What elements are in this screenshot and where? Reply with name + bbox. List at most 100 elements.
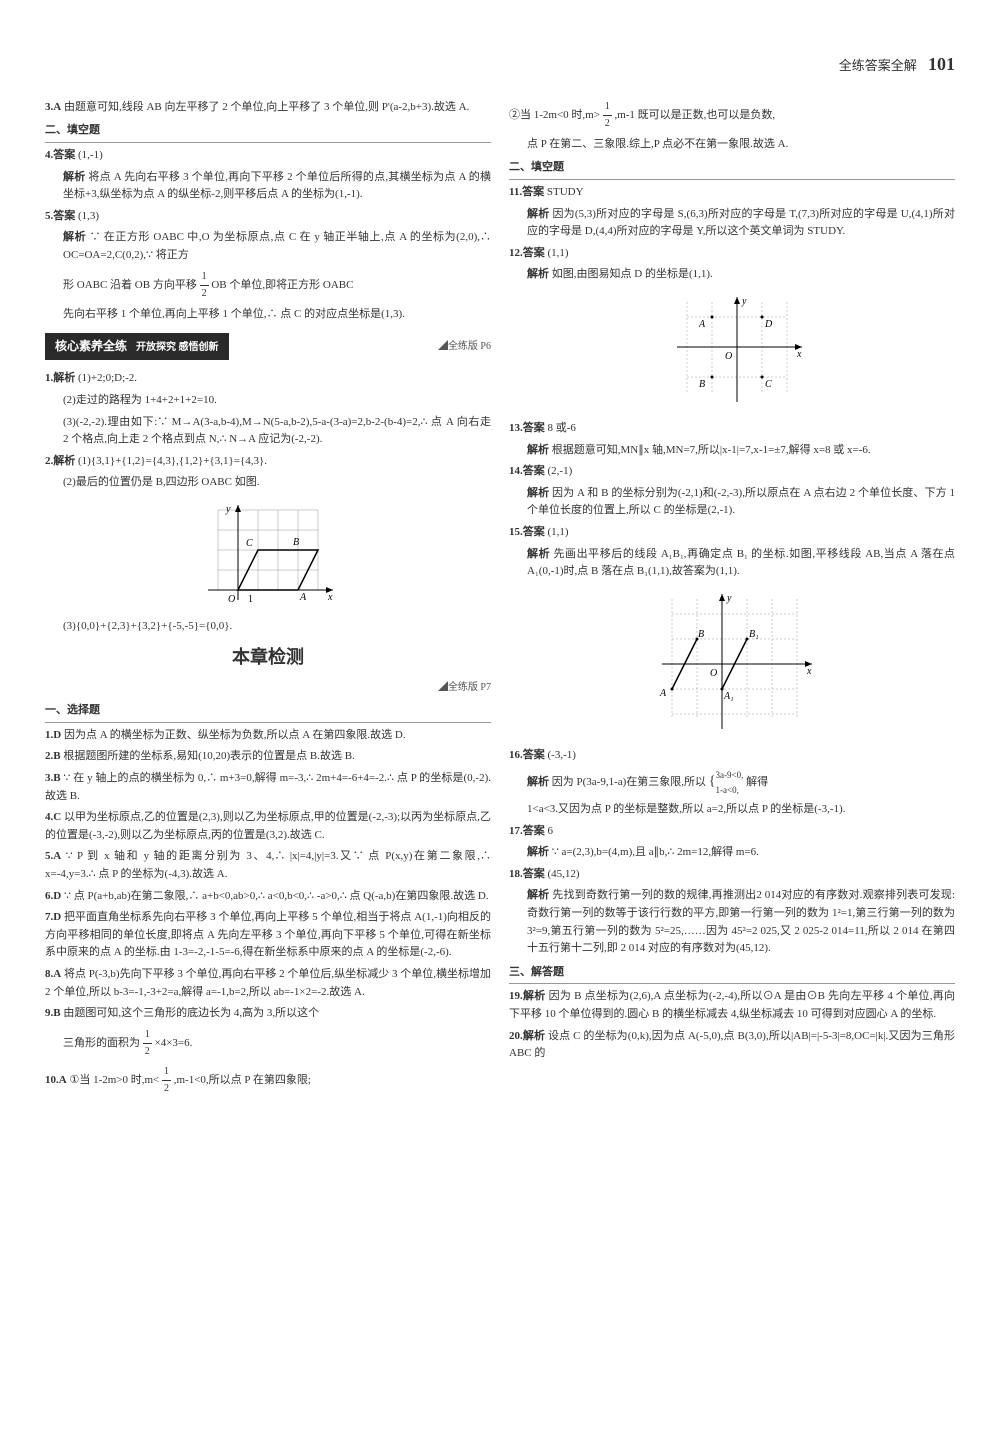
svg-text:O: O xyxy=(725,351,732,362)
main-columns: 3.A 由题意可知,线段 AB 向左平移了 2 个单位,向上平移了 3 个单位,… xyxy=(45,99,955,1101)
grid-svg-1: O 1 x y B C A xyxy=(198,500,338,610)
bq3: 3.B ∵ 在 y 轴上的点的横坐标为 0,∴ m+3=0,解得 m=-3,∴ … xyxy=(45,770,491,805)
diagram-grid-3: O x y A B A₁ B₁ xyxy=(509,589,955,739)
q5-num: 5.答案 xyxy=(45,210,75,222)
svg-text:y: y xyxy=(741,296,747,307)
svg-text:y: y xyxy=(225,504,231,515)
grid-svg-3: O x y A B A₁ B₁ xyxy=(642,589,822,739)
q3-num: 3.A xyxy=(45,101,61,113)
hx2-l1: (1){3,1}+{1,2}={4,3},{1,2}+{3,1}={4,3}. xyxy=(78,455,267,467)
q16-jx3: 1<a<3.又因为点 P 的坐标是整数,所以 a=2,所以点 P 的坐标是(-3… xyxy=(509,801,955,819)
q18-jx: 解析 先找到奇数行第一列的数的规律,再推测出2 014对应的有序数对.观察排列表… xyxy=(509,887,955,957)
q5-jiexi-label: 解析 xyxy=(63,231,86,243)
q3-text: 由题意可知,线段 AB 向左平移了 2 个单位,向上平移了 3 个单位,则 P'… xyxy=(64,101,469,113)
bq9: 9.B 由题图可知,这个三角形的底边长为 4,高为 3,所以这个 xyxy=(45,1005,491,1023)
q5-ans: (1,3) xyxy=(78,210,99,222)
q10b: ②当 1-2m<0 时,m> 12 ,m-1 既可以是正数,也可以是负数, xyxy=(509,99,955,132)
bq7: 7.D 把平面直角坐标系先向右平移 3 个单位,再向上平移 5 个单位,相当于将… xyxy=(45,909,491,962)
q19: 19.解析 因为 B 点坐标为(2,6),A 点坐标为(-2,-4),所以⊙A … xyxy=(509,988,955,1023)
q4-jiexi-label: 解析 xyxy=(63,171,85,183)
hx2-l2: (2)最后的位置仍是 B,四边形 OABC 如图. xyxy=(45,474,491,492)
hx1-l2: (2)走过的路程为 1+4+2+1+2=10. xyxy=(45,392,491,410)
chapter-title: 本章检测 xyxy=(45,643,491,672)
q5-jiexi: 解析 ∵ 在正方形 OABC 中,O 为坐标原点,点 C 在 y 轴正半轴上,点… xyxy=(45,229,491,264)
box-title: 核心素养全练 xyxy=(55,339,127,353)
fraction-half-1: 12 xyxy=(200,269,209,302)
bq1: 1.D 因为点 A 的横坐标为正数、纵坐标为负数,所以点 A 在第四象限.故选 … xyxy=(45,727,491,745)
right-column: ②当 1-2m<0 时,m> 12 ,m-1 既可以是正数,也可以是负数, 点 … xyxy=(509,99,955,1101)
bq5: 5.A ∵ P 到 x 轴和 y 轴的距离分别为 3、4,∴ |x|=4,|y|… xyxy=(45,848,491,883)
fraction-half-4: 12 xyxy=(603,99,612,132)
hx2: 2.解析 (1){3,1}+{1,2}={4,3},{1,2}+{3,1}={4… xyxy=(45,453,491,471)
q12: 12.答案 (1,1) xyxy=(509,245,955,263)
r-sec2: 二、填空题 xyxy=(509,159,955,180)
q18: 18.答案 (45,12) xyxy=(509,866,955,884)
svg-text:O: O xyxy=(228,594,235,605)
q5-jiexi-2: 形 OABC 沿着 OB 方向平移 xyxy=(63,279,197,291)
r-sec3: 三、解答题 xyxy=(509,964,955,985)
q13-jx: 解析 根据题意可知,MN∥x 轴,MN=7,所以|x-1|=7,x-1=±7,解… xyxy=(509,442,955,460)
box-subtitle: 开放探究 感悟创新 xyxy=(136,342,219,353)
q11: 11.答案 STUDY xyxy=(509,184,955,202)
q4-ans: (1,-1) xyxy=(78,149,103,161)
svg-text:A: A xyxy=(299,592,307,603)
svg-text:1: 1 xyxy=(248,594,253,605)
q11-jx: 解析 因为(5,3)所对应的字母是 S,(6,3)所对应的字母是 T,(7,3)… xyxy=(509,206,955,241)
q10b-3: 点 P 在第二、三象限.综上,P 点必不在第一象限.故选 A. xyxy=(509,136,955,154)
fraction-half-2: 12 xyxy=(143,1027,152,1060)
q17-jx: 解析 ∵ a=(2,3),b=(4,m),且 a∥b,∴ 2m=12,解得 m=… xyxy=(509,844,955,862)
q4: 4.答案 (1,-1) xyxy=(45,147,491,165)
q3: 3.A 由题意可知,线段 AB 向左平移了 2 个单位,向上平移了 3 个单位,… xyxy=(45,99,491,117)
bq2: 2.B 根据题图所建的坐标系,易知(10,20)表示的位置是点 B.故选 B. xyxy=(45,748,491,766)
brace-system: { xyxy=(709,774,716,789)
q20: 20.解析 设点 C 的坐标为(0,k),因为点 A(-5,0),点 B(3,0… xyxy=(509,1028,955,1063)
diagram-grid-1: O 1 x y B C A xyxy=(45,500,491,610)
q14-jx: 解析 因为 A 和 B 的坐标分别为(-2,1)和(-2,-3),所以原点在 A… xyxy=(509,485,955,520)
fraction-half-3: 12 xyxy=(162,1064,171,1097)
diagram-grid-2: O x y A D B C xyxy=(509,292,955,412)
svg-text:B₁: B₁ xyxy=(749,629,759,640)
svg-text:A: A xyxy=(659,688,667,699)
left-column: 3.A 由题意可知,线段 AB 向左平移了 2 个单位,向上平移了 3 个单位,… xyxy=(45,99,491,1101)
box-tag: ◢全练版 P6 xyxy=(438,339,491,355)
hx1: 1.解析 (1)+2;0;D;-2. xyxy=(45,370,491,388)
q5-jiexi-1: ∵ 在正方形 OABC 中,O 为坐标原点,点 C 在 y 轴正半轴上,点 A … xyxy=(63,231,491,261)
q16-jx: 解析 因为 P(3a-9,1-a)在第三象限,所以 {3a-9<0,1-a<0,… xyxy=(509,768,955,797)
header-title: 全练答案全解 xyxy=(839,58,917,73)
q15-jx: 解析 先画出平移后的线段 A₁B₁,再确定点 B₁ 的坐标.如图,平移线段 AB… xyxy=(509,546,955,581)
hx1-l3: (3)(-2,-2).理由如下:∵ M→A(3-a,b-4),M→N(5-a,b… xyxy=(45,414,491,449)
bq9-b: 三角形的面积为 12 ×4×3=6. xyxy=(45,1027,491,1060)
page-number: 101 xyxy=(928,54,955,74)
svg-text:B: B xyxy=(699,379,705,390)
hexin-box: 核心素养全练 开放探究 感悟创新 xyxy=(45,333,229,360)
svg-text:O: O xyxy=(710,668,717,679)
q14: 14.答案 (2,-1) xyxy=(509,463,955,481)
section-choice: 一、选择题 xyxy=(45,702,491,723)
bq6: 6.D ∵ 点 P(a+b,ab)在第二象限,∴ a+b<0,ab>0,∴ a<… xyxy=(45,888,491,906)
page-header: 全练答案全解 101 xyxy=(45,50,955,79)
hexin-box-line: 核心素养全练 开放探究 感悟创新 ◢全练版 P6 xyxy=(45,333,491,360)
svg-text:C: C xyxy=(246,538,253,549)
hx1-num: 1.解析 xyxy=(45,372,75,384)
svg-text:x: x xyxy=(327,592,333,603)
section-fill: 二、填空题 xyxy=(45,122,491,143)
svg-text:A₁: A₁ xyxy=(723,691,734,702)
svg-text:y: y xyxy=(726,593,732,604)
hx1-l1: (1)+2;0;D;-2. xyxy=(78,372,137,384)
q4-num: 4.答案 xyxy=(45,149,75,161)
q4-jiexi-text: 将点 A 先向右平移 3 个单位,再向下平移 2 个单位后所得的点,其横坐标为点… xyxy=(63,171,491,201)
q5: 5.答案 (1,3) xyxy=(45,208,491,226)
q5-jiexi-3: OB 个单位,即将正方形 OABC xyxy=(211,279,353,291)
svg-text:D: D xyxy=(764,319,773,330)
q5-jiexi-line2: 形 OABC 沿着 OB 方向平移 12 OB 个单位,即将正方形 OABC xyxy=(45,269,491,302)
q15: 15.答案 (1,1) xyxy=(509,524,955,542)
chapter-tag: ◢全练版 P7 xyxy=(45,680,491,696)
q5-jiexi-4: 先向右平移 1 个单位,再向上平移 1 个单位,∴ 点 C 的对应点坐标是(1,… xyxy=(45,306,491,324)
svg-text:C: C xyxy=(765,379,772,390)
bq10: 10.A ①当 1-2m>0 时,m< 12 ,m-1<0,所以点 P 在第四象… xyxy=(45,1064,491,1097)
svg-text:x: x xyxy=(806,666,812,677)
q16: 16.答案 (-3,-1) xyxy=(509,747,955,765)
svg-text:B: B xyxy=(293,537,299,548)
svg-text:A: A xyxy=(698,319,706,330)
svg-text:x: x xyxy=(796,349,802,360)
